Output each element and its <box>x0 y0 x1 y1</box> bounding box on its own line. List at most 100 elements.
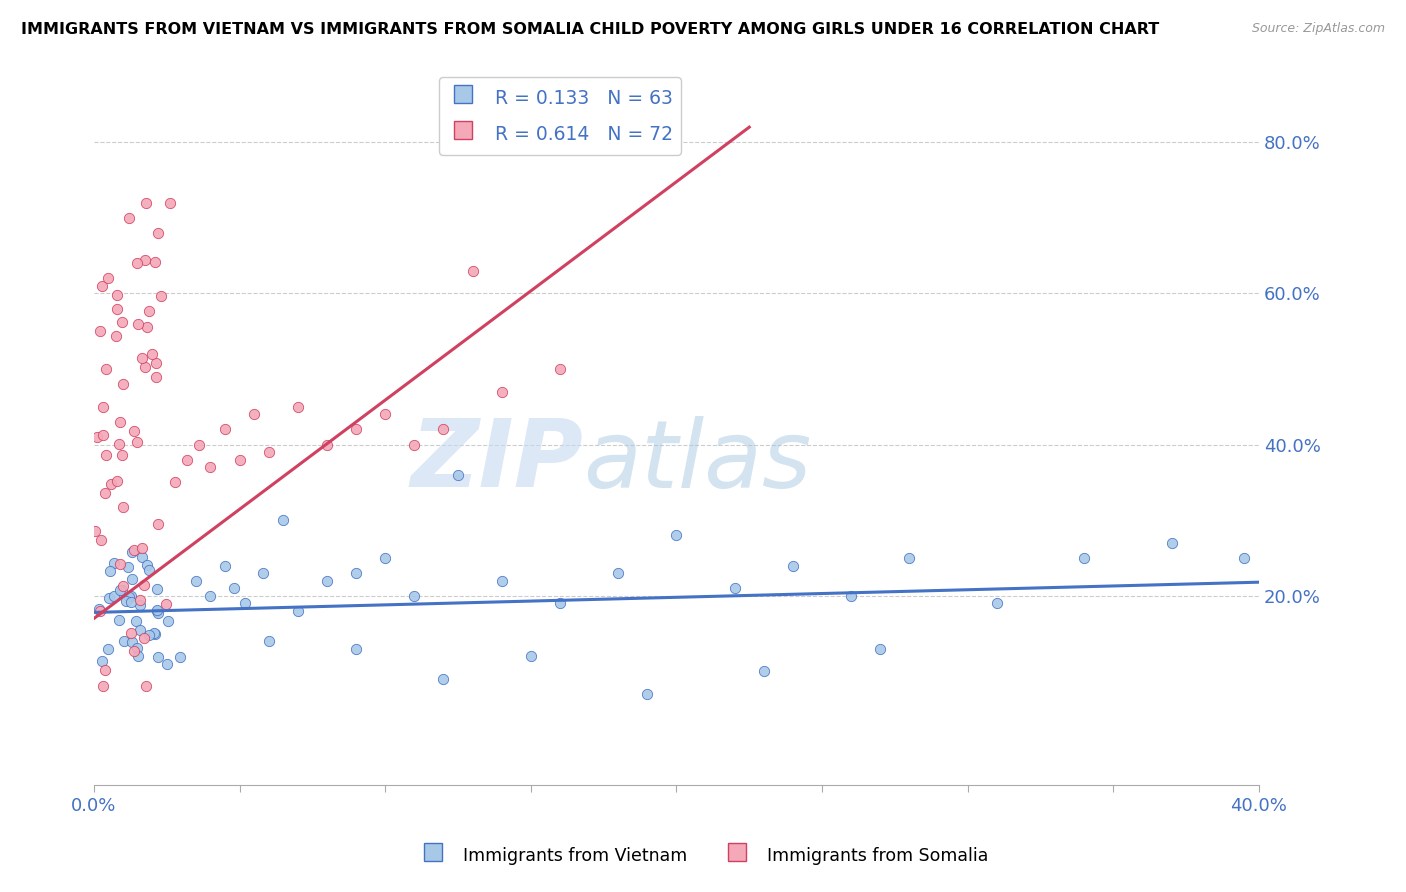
Point <box>134 632 156 646</box>
Point <box>1233 551 1256 566</box>
Point <box>108 582 131 597</box>
Point <box>112 634 135 648</box>
Point <box>121 572 143 586</box>
Point <box>636 687 658 701</box>
Point <box>271 513 294 527</box>
Point <box>222 581 245 595</box>
Point <box>120 625 142 640</box>
Point <box>200 460 222 475</box>
Point <box>257 445 280 459</box>
Point <box>135 319 157 334</box>
Point <box>129 599 152 613</box>
Point <box>138 562 160 576</box>
Point <box>93 427 115 442</box>
Point <box>138 627 160 641</box>
Point <box>1073 551 1095 566</box>
Point <box>127 649 149 664</box>
Point <box>127 255 149 269</box>
Point <box>108 436 131 450</box>
Point <box>187 437 209 451</box>
Point <box>839 589 862 603</box>
Text: ZIP: ZIP <box>411 416 583 508</box>
Point <box>124 542 146 557</box>
Point <box>176 452 198 467</box>
Point <box>90 278 112 293</box>
Point <box>548 362 571 376</box>
Point <box>146 582 169 596</box>
Point <box>138 304 160 318</box>
Point <box>134 253 156 268</box>
Point <box>148 517 170 532</box>
Point <box>146 606 169 620</box>
Point <box>86 430 108 444</box>
Point <box>111 316 134 330</box>
Point <box>148 649 170 664</box>
Point <box>129 623 152 637</box>
Point <box>344 423 367 437</box>
Point <box>89 601 111 615</box>
Point <box>782 558 804 573</box>
Point <box>607 566 630 581</box>
Point <box>111 579 134 593</box>
Point <box>118 211 141 225</box>
Point <box>108 613 131 627</box>
Point <box>131 550 153 565</box>
Point <box>120 589 142 603</box>
Point <box>752 665 775 679</box>
Point <box>257 634 280 648</box>
Point <box>145 356 167 370</box>
Legend: R = 0.133   N = 63, R = 0.614   N = 72: R = 0.133 N = 63, R = 0.614 N = 72 <box>439 77 681 154</box>
Point <box>548 596 571 610</box>
Point <box>111 583 134 598</box>
Point <box>214 558 236 573</box>
Point <box>118 591 141 605</box>
Point <box>121 545 143 559</box>
Point <box>108 558 131 572</box>
Point <box>111 448 134 462</box>
Point <box>200 589 222 603</box>
Point <box>404 437 426 451</box>
Point <box>90 533 112 547</box>
Point <box>94 362 117 376</box>
Point <box>98 591 121 606</box>
Point <box>111 500 134 515</box>
Point <box>125 614 148 628</box>
Point <box>665 528 688 542</box>
Point <box>122 644 145 658</box>
Point <box>94 448 117 462</box>
Legend: Immigrants from Vietnam, Immigrants from Somalia: Immigrants from Vietnam, Immigrants from… <box>411 836 995 874</box>
Point <box>134 578 156 592</box>
Point <box>91 654 114 668</box>
Point <box>165 475 187 490</box>
Point <box>214 423 236 437</box>
Point <box>724 581 747 595</box>
Point <box>520 649 543 664</box>
Point <box>135 680 157 694</box>
Point <box>374 408 396 422</box>
Point <box>243 408 266 422</box>
Point <box>143 255 166 269</box>
Point <box>128 593 150 607</box>
Point <box>108 415 131 429</box>
Point <box>461 264 484 278</box>
Point <box>112 377 135 392</box>
Point <box>316 574 339 588</box>
Point <box>159 195 181 210</box>
Point <box>134 360 156 375</box>
Point <box>124 424 146 438</box>
Point <box>94 486 117 500</box>
Point <box>127 317 149 331</box>
Point <box>103 589 125 603</box>
Point <box>156 657 179 671</box>
Point <box>146 604 169 618</box>
Point <box>404 589 426 603</box>
Point <box>986 596 1008 610</box>
Point <box>374 551 396 566</box>
Point <box>117 559 139 574</box>
Point <box>103 557 125 571</box>
Point <box>105 329 128 343</box>
Point <box>491 574 513 588</box>
Point <box>432 672 454 686</box>
Point <box>84 524 107 538</box>
Point <box>146 602 169 616</box>
